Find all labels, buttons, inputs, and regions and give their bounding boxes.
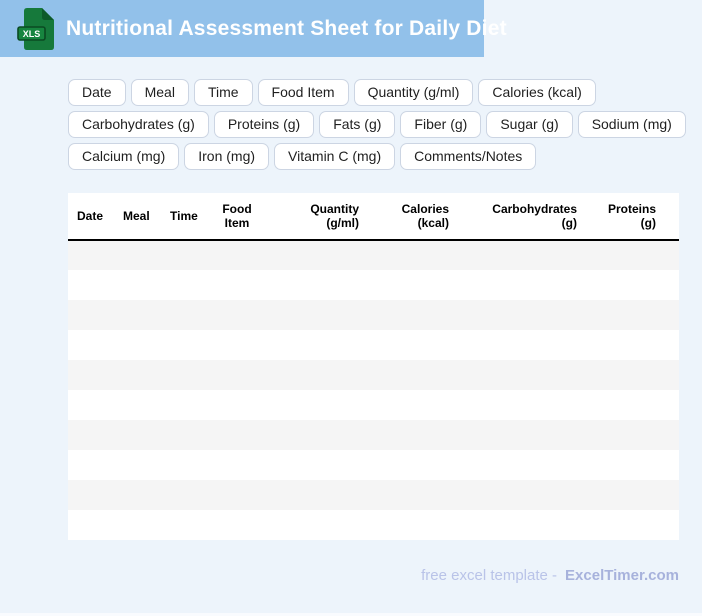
col-header-proteins: Proteins (g) — [582, 193, 679, 241]
field-tags: Date Meal Time Food Item Quantity (g/ml)… — [68, 79, 686, 175]
table-row — [68, 240, 679, 270]
table-row — [68, 300, 679, 330]
tag-time[interactable]: Time — [193, 79, 253, 106]
tag-carbohydrates[interactable]: Carbohydrates (g) — [68, 111, 209, 138]
table-row — [68, 330, 679, 360]
table-row — [68, 270, 679, 300]
tag-meal[interactable]: Meal — [130, 79, 189, 106]
table-row — [68, 360, 679, 390]
xls-badge-text: XLS — [23, 29, 41, 39]
col-header-time: Time — [161, 193, 206, 241]
footer-text: free excel template - — [421, 567, 558, 584]
tag-comments-notes[interactable]: Comments/Notes — [400, 143, 537, 170]
assessment-table-body — [68, 240, 679, 540]
footer-credit: free excel template - ExcelTimer.com — [421, 567, 679, 584]
page-title: Nutritional Assessment Sheet for Daily D… — [66, 16, 507, 40]
table-row — [68, 510, 679, 540]
tag-iron[interactable]: Iron (mg) — [184, 143, 270, 170]
col-header-date: Date — [68, 193, 114, 241]
col-header-food-item: Food Item — [206, 193, 268, 241]
col-header-calories: Calories (kcal) — [364, 193, 454, 241]
col-header-carbohydrates: Carbohydrates (g) — [454, 193, 582, 241]
assessment-table: Date Meal Time Food Item Quantity (g/ml)… — [68, 193, 679, 540]
tag-quantity[interactable]: Quantity (g/ml) — [353, 79, 474, 106]
table-row — [68, 390, 679, 420]
tag-fiber[interactable]: Fiber (g) — [400, 111, 482, 138]
tag-calcium[interactable]: Calcium (mg) — [68, 143, 180, 170]
brand-link[interactable]: ExcelTimer.com — [565, 567, 679, 584]
tag-proteins[interactable]: Proteins (g) — [213, 111, 315, 138]
table-row — [68, 480, 679, 510]
tag-row-3: Calcium (mg) Iron (mg) Vitamin C (mg) Co… — [68, 143, 686, 170]
bottom-edge-strip — [0, 613, 702, 616]
tag-vitamin-c[interactable]: Vitamin C (mg) — [274, 143, 396, 170]
xls-file-icon: XLS — [17, 7, 54, 50]
tag-sodium[interactable]: Sodium (mg) — [577, 111, 686, 138]
tag-row-2: Carbohydrates (g) Proteins (g) Fats (g) … — [68, 111, 686, 138]
tag-food-item[interactable]: Food Item — [257, 79, 349, 106]
tag-fats[interactable]: Fats (g) — [319, 111, 396, 138]
tag-row-1: Date Meal Time Food Item Quantity (g/ml)… — [68, 79, 686, 106]
tag-calories[interactable]: Calories (kcal) — [478, 79, 596, 106]
tag-sugar[interactable]: Sugar (g) — [486, 111, 573, 138]
tag-date[interactable]: Date — [68, 79, 126, 106]
table-row — [68, 420, 679, 450]
col-header-meal: Meal — [114, 193, 161, 241]
assessment-table-header: Date Meal Time Food Item Quantity (g/ml)… — [68, 193, 679, 241]
col-header-quantity: Quantity (g/ml) — [268, 193, 364, 241]
template-header-banner: XLS Nutritional Assessment Sheet for Dai… — [0, 0, 507, 57]
table-row — [68, 450, 679, 480]
